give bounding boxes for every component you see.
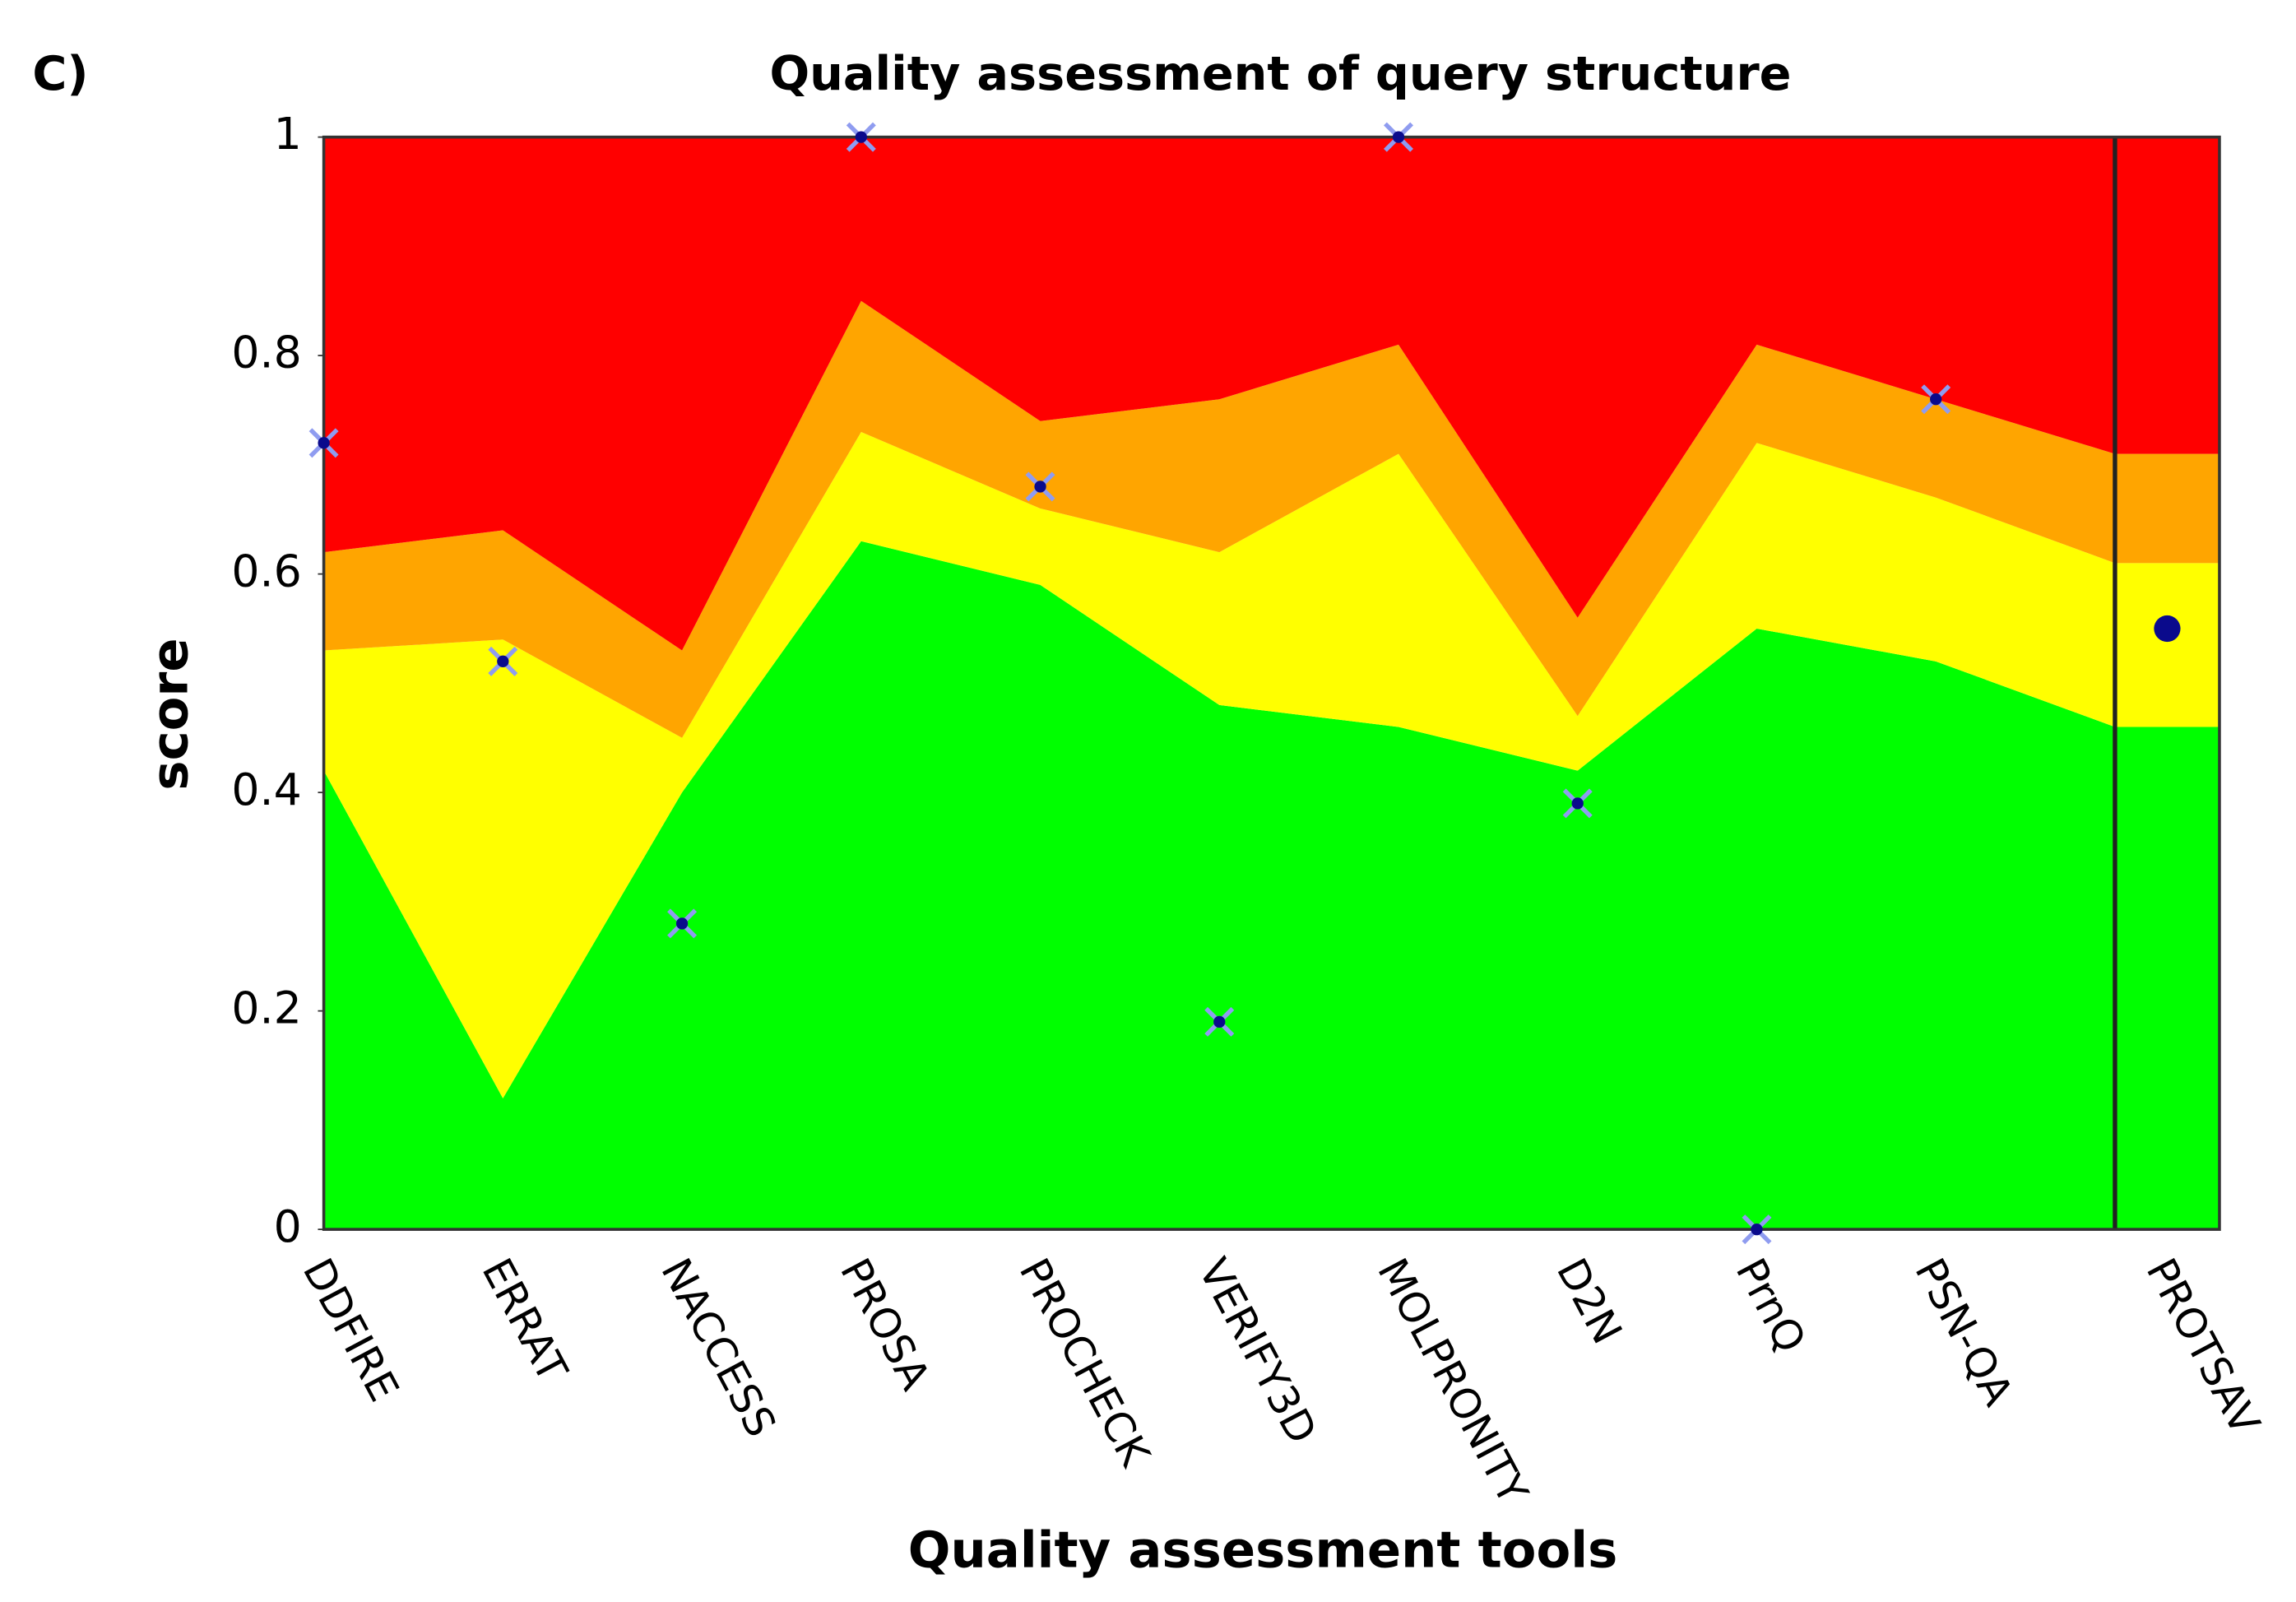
plot-border (322, 135, 2221, 1231)
marker-center (1930, 393, 1942, 406)
x-tick-label: VERIFY3D (1189, 1251, 1325, 1451)
y-tick-label: 0 (274, 1200, 302, 1252)
score-marker (846, 122, 876, 152)
score-marker (1384, 122, 1414, 152)
band-segment (2114, 727, 2219, 1230)
chart-title: Quality assessment of query structure (770, 46, 1792, 101)
y-tick-label: 0.4 (231, 764, 301, 815)
score-marker (1921, 384, 1951, 415)
y-tick-label: 1 (274, 108, 302, 160)
band-segment (2114, 137, 2219, 454)
band-area (323, 137, 2115, 651)
score-marker (1562, 788, 1593, 819)
marker-center (1213, 1015, 1226, 1029)
score-marker (667, 908, 698, 939)
score-marker (488, 646, 518, 676)
x-tick-label: PROSA (831, 1251, 939, 1398)
x-tick-label: MOLPRONITY (1368, 1251, 1538, 1512)
plot-area (308, 122, 2221, 1245)
score-marker (1742, 1214, 1772, 1245)
x-tick-label: ERRAT (473, 1251, 577, 1390)
x-tick-label: PROCHECK (1010, 1251, 1160, 1474)
marker-center (1571, 797, 1584, 810)
x-tick-label: NACCESS (652, 1251, 785, 1445)
x-axis-label: Quality assessment tools (908, 1521, 1617, 1579)
y-tick-label: 0.6 (231, 545, 301, 597)
marker-center (1392, 131, 1405, 143)
x-tick-label: PROTSAV (2137, 1251, 2270, 1442)
x-tick-label: DDFIRE (294, 1251, 408, 1409)
x-tick-label: PSN-QA (1905, 1251, 2022, 1414)
marker-center (855, 131, 867, 143)
band-segment (2114, 453, 2219, 564)
marker-center (318, 437, 330, 449)
marker-center (497, 655, 509, 667)
band-area (323, 432, 2115, 1098)
band-area (323, 541, 2115, 1230)
marker-center (1034, 481, 1046, 493)
y-tick-label: 0.2 (231, 982, 301, 1033)
x-tick-label: PrnQ (1727, 1251, 1816, 1360)
band-area (323, 300, 2115, 738)
score-dot (2154, 615, 2181, 643)
score-marker (1204, 1006, 1235, 1037)
marker-center (675, 917, 689, 930)
panel-label: C) (32, 46, 88, 101)
y-axis-label: score (142, 638, 200, 790)
marker-center (1751, 1223, 1763, 1236)
y-tick-label: 0.8 (231, 327, 301, 378)
score-marker (308, 428, 339, 458)
band-segment (2114, 563, 2219, 727)
score-marker (1025, 471, 1055, 502)
x-tick-label: D2N (1547, 1251, 1631, 1351)
